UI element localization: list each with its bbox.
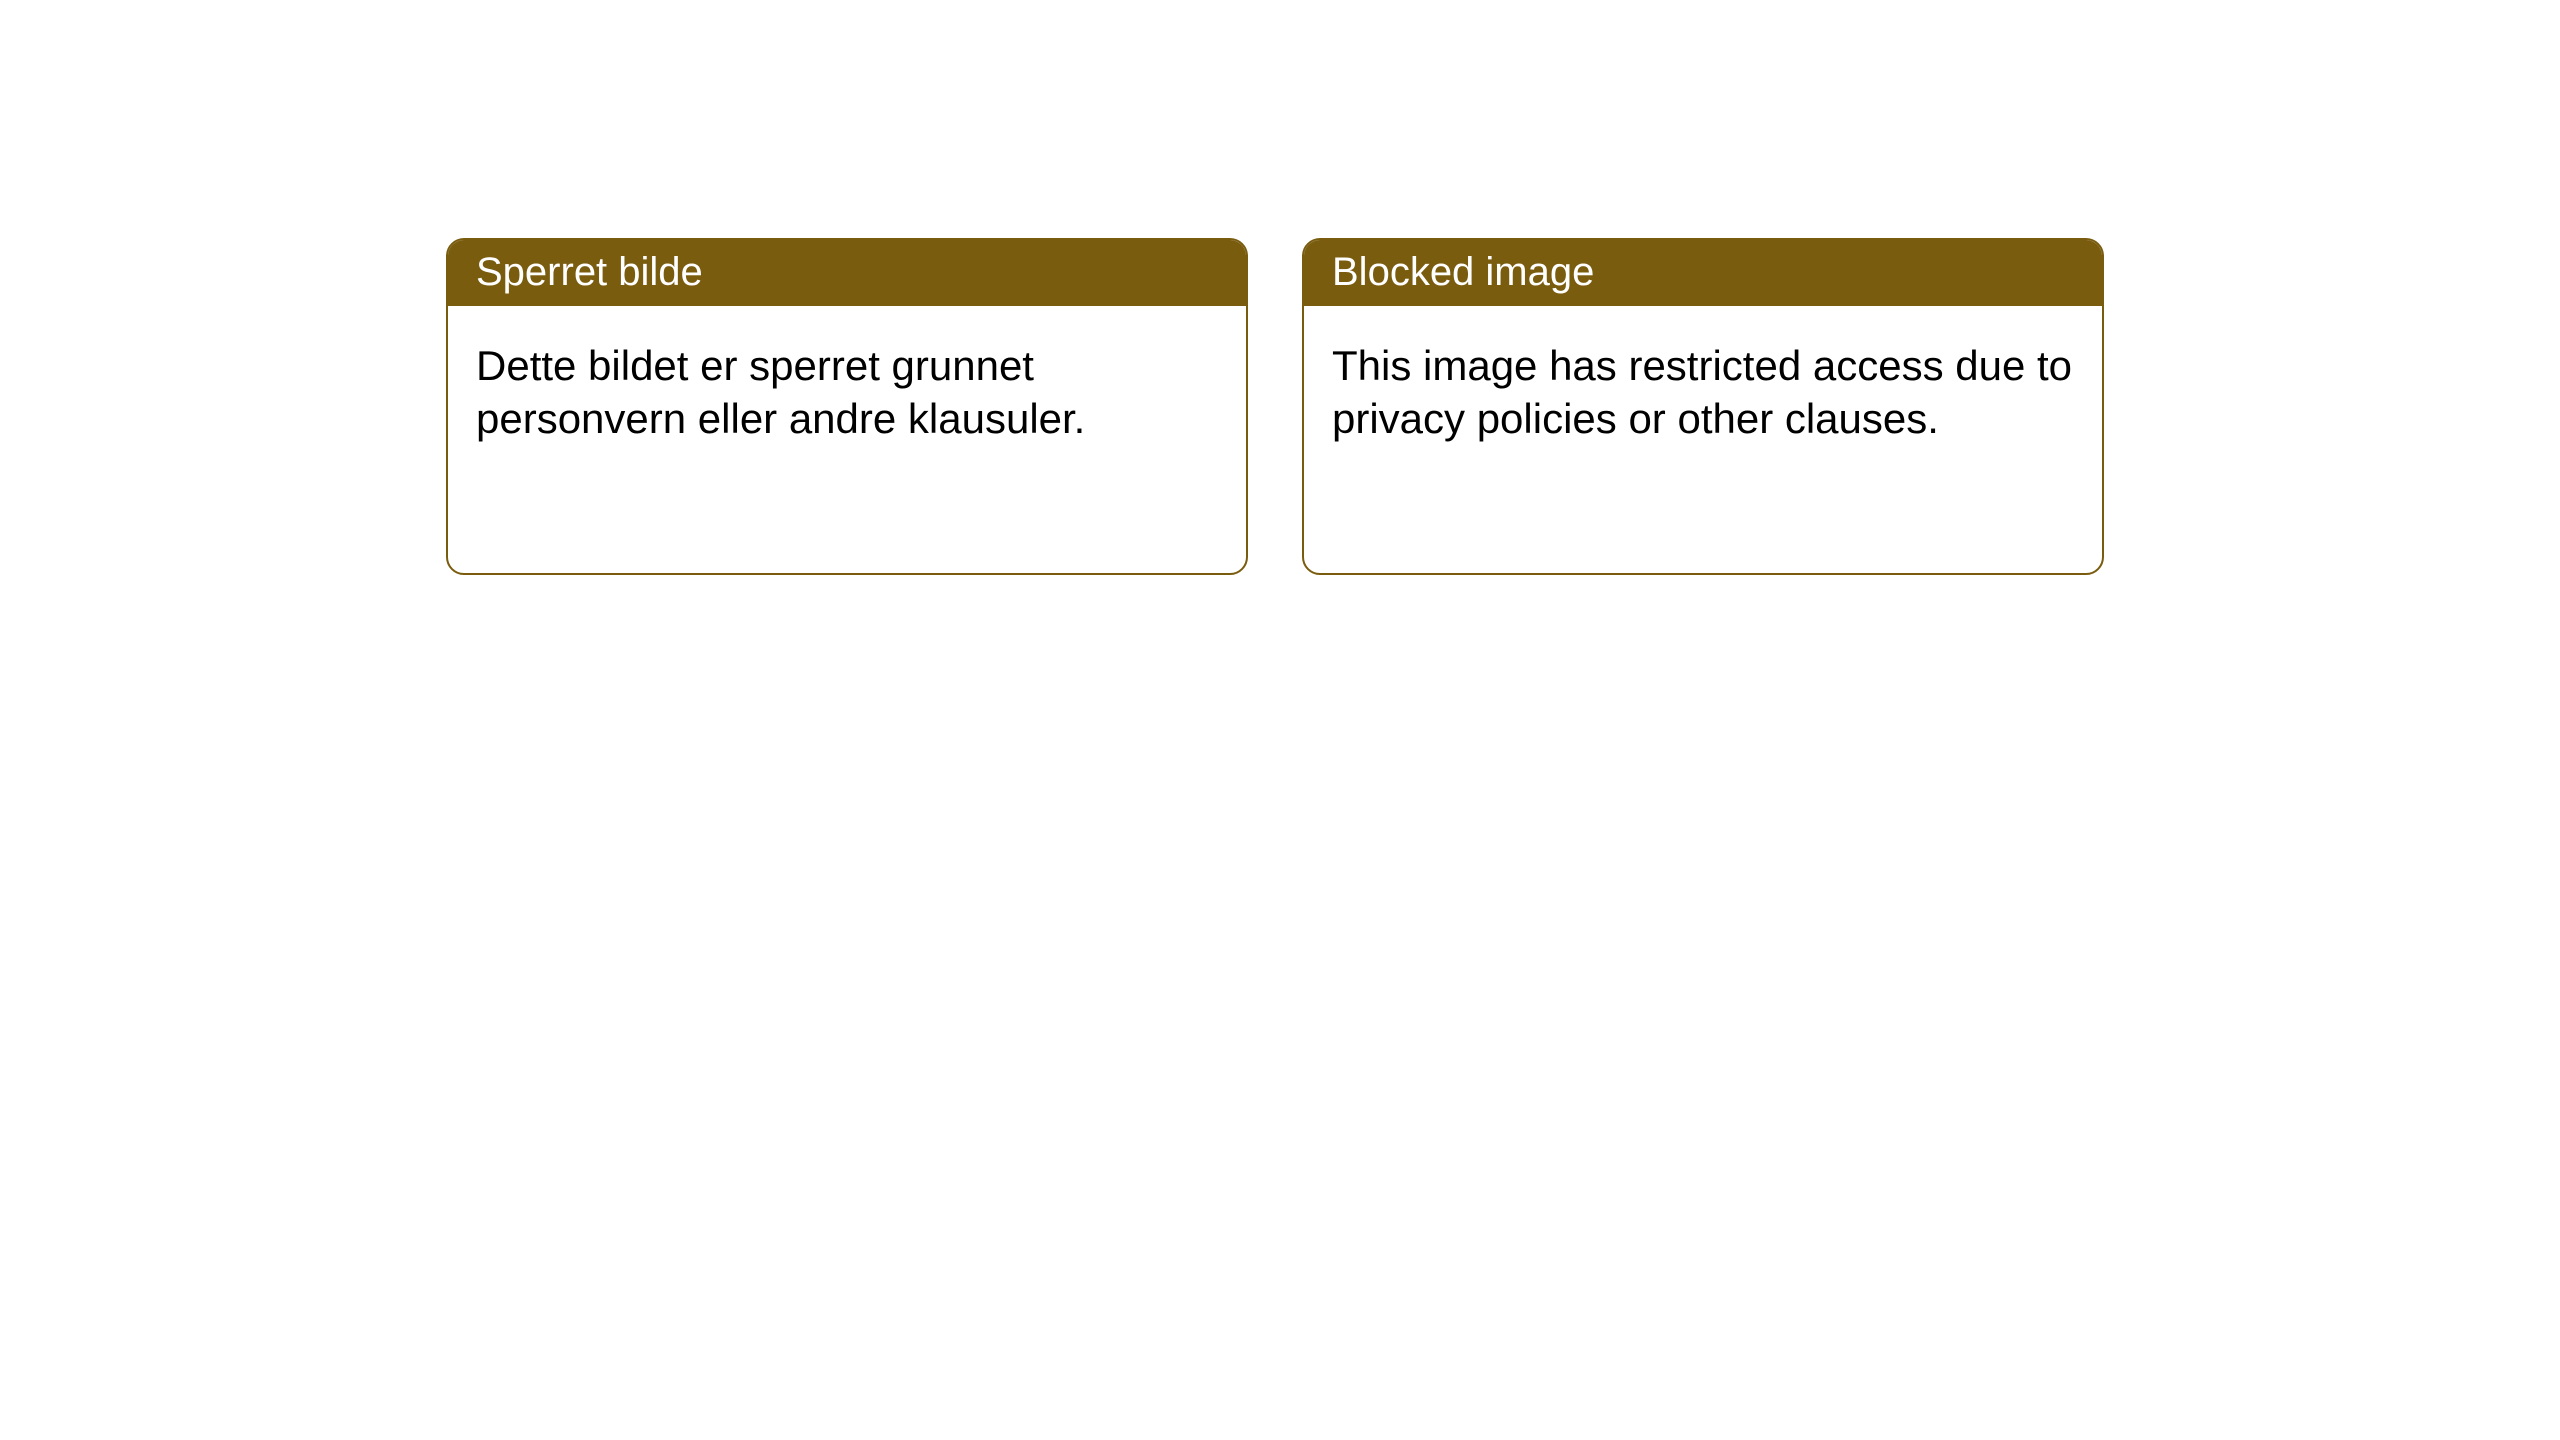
notice-card-title: Blocked image xyxy=(1304,240,2102,306)
notice-card-body: This image has restricted access due to … xyxy=(1304,306,2102,473)
notice-card-norwegian: Sperret bilde Dette bildet er sperret gr… xyxy=(446,238,1248,575)
notice-card-body: Dette bildet er sperret grunnet personve… xyxy=(448,306,1246,473)
notice-card-english: Blocked image This image has restricted … xyxy=(1302,238,2104,575)
notice-card-title: Sperret bilde xyxy=(448,240,1246,306)
notice-cards-container: Sperret bilde Dette bildet er sperret gr… xyxy=(0,0,2560,575)
